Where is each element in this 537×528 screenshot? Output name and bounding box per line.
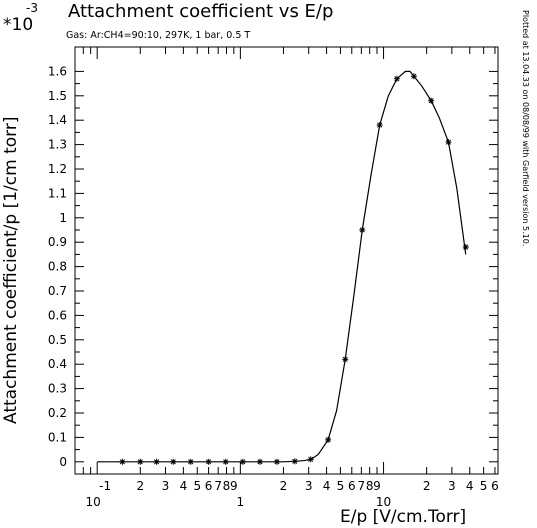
x-tick-label: 5 [480, 479, 488, 493]
data-point [342, 356, 349, 363]
x-tick-label: 4 [466, 479, 474, 493]
y-tick-label: 0 [59, 455, 67, 469]
data-point-stroke [463, 244, 469, 250]
x-tick-label: 7 [214, 479, 222, 493]
y-tick-label: 1.1 [48, 186, 67, 200]
x-tick-label: 10 [86, 495, 101, 509]
data-point-stroke [223, 459, 229, 465]
series-markers [119, 73, 469, 465]
data-point [137, 458, 144, 465]
data-point-stroke [377, 122, 383, 128]
y-axis-label: Attachment coefficient/p [1/cm torr] [1, 117, 21, 424]
y-multiplier: *10 [3, 15, 33, 35]
y-multiplier-exponent: -3 [26, 1, 38, 15]
y-tick-label: 1 [59, 211, 67, 225]
axis-ticks [75, 47, 498, 474]
data-point [273, 458, 280, 465]
data-point-stroke [292, 458, 298, 464]
x-tick-label: 9 [230, 479, 238, 493]
data-point-stroke [257, 459, 263, 465]
data-point [428, 97, 435, 104]
data-point [187, 458, 194, 465]
x-tick-label: 7 [358, 479, 366, 493]
data-point-stroke [240, 459, 246, 465]
x-tick-label: 4 [180, 479, 188, 493]
y-tick-label: 1.4 [48, 113, 67, 127]
data-point [256, 458, 263, 465]
x-tick-label: 3 [448, 479, 456, 493]
x-tick-label: 2 [136, 479, 144, 493]
data-point [291, 458, 298, 465]
y-tick-labels: 0 0.1 0.2 0.3 0.4 0.5 0.6 0.7 0.8 0.9 1 1.1 1.2 1.3 1.… [48, 64, 67, 468]
x-tick-label: 5 [193, 479, 201, 493]
series-curve [97, 70, 467, 463]
x-tick-label: 2 [280, 479, 288, 493]
x-tick-label: 3 [305, 479, 313, 493]
y-tick-label: 0.5 [48, 333, 67, 347]
x-tick-label: 1 [237, 495, 245, 509]
x-tick-label: 8 [223, 479, 231, 493]
y-tick-label: 0.1 [48, 430, 67, 444]
data-point-stroke [137, 459, 143, 465]
y-tick-label: 0.6 [48, 308, 67, 322]
data-point-stroke [188, 459, 194, 465]
data-point [153, 458, 160, 465]
data-point [359, 227, 366, 233]
x-tick-label: 6 [491, 479, 499, 493]
y-tick-label: 1.5 [48, 89, 67, 103]
x-tick-label: 10 [376, 495, 391, 509]
data-point-stroke [206, 459, 212, 465]
y-tick-label: 1.3 [48, 138, 67, 152]
data-point-stroke [154, 459, 160, 465]
data-point [325, 436, 332, 443]
x-tick-label: 4 [323, 479, 331, 493]
data-point-stroke [428, 98, 434, 104]
y-tick-label: 1.6 [48, 64, 67, 78]
x-tick-label: 2 [423, 479, 431, 493]
x-tick-label: 8 [366, 479, 374, 493]
x-axis-label: E/p [V/cm.Torr] [340, 507, 466, 527]
data-point [410, 73, 417, 80]
data-point [307, 456, 314, 463]
x-tick-label: 6 [348, 479, 356, 493]
x-tick-label: 6 [205, 479, 213, 493]
data-point [170, 458, 177, 465]
data-point-stroke [359, 227, 365, 233]
data-point-stroke [445, 139, 452, 145]
data-point [205, 458, 212, 465]
data-point-stroke [274, 459, 280, 465]
data-point [462, 244, 469, 251]
x-tick-exponent: -1 [99, 479, 111, 493]
y-tick-label: 0.8 [48, 260, 67, 274]
data-point-stroke [394, 76, 400, 82]
plot-frame [74, 46, 499, 475]
x-tick-label: 3 [162, 479, 170, 493]
side-note: Plotted at 13.04.33 on 08/08/99 with Gar… [521, 10, 530, 246]
chart-title: Attachment coefficient vs E/p [68, 1, 333, 22]
data-point [222, 458, 229, 465]
data-point-stroke [170, 459, 176, 465]
y-tick-label: 0.7 [48, 284, 67, 298]
y-tick-label: 0.3 [48, 382, 67, 396]
y-tick-label: 0.4 [48, 357, 67, 371]
data-point [393, 75, 400, 82]
data-point-stroke [411, 73, 417, 79]
y-tick-label: 1.2 [48, 162, 67, 176]
x-tick-label: 5 [337, 479, 345, 493]
data-point [119, 458, 126, 465]
data-point-stroke [342, 356, 348, 362]
data-point-stroke [308, 456, 314, 462]
data-point [376, 122, 383, 129]
data-point [239, 458, 246, 465]
chart-subtitle: Gas: Ar:CH4=90:10, 297K, 1 bar, 0.5 T [66, 30, 250, 41]
data-point-stroke [119, 459, 125, 465]
y-tick-label: 0.9 [48, 235, 67, 249]
y-tick-label: 0.2 [48, 406, 67, 420]
data-point-stroke [325, 437, 331, 443]
data-point [445, 139, 452, 146]
x-tick-label: 9 [373, 479, 381, 493]
